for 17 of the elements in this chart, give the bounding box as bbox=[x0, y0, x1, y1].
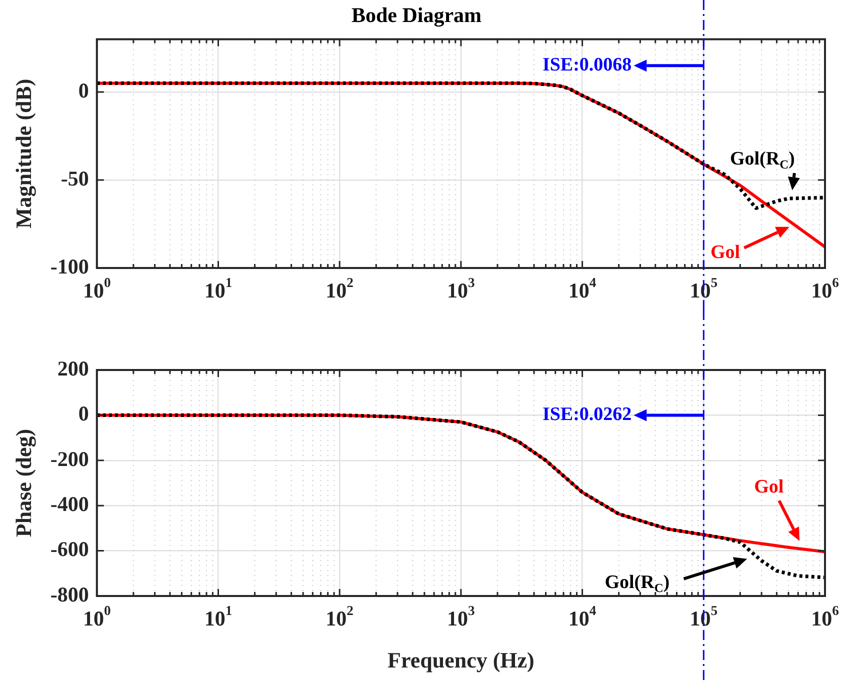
annotation: ISE:0.0068 bbox=[542, 54, 632, 76]
y-tick-label: -50 bbox=[60, 166, 89, 190]
legend-label: Gol bbox=[710, 242, 740, 263]
y-tick-label: -800 bbox=[50, 582, 89, 606]
y-tick-label: 0 bbox=[78, 78, 89, 102]
y-tick-label: -400 bbox=[50, 492, 89, 516]
y-tick-label: 0 bbox=[78, 402, 89, 426]
x-axis-title: Frequency (Hz) bbox=[388, 648, 534, 673]
y-axis-title: Phase (deg) bbox=[10, 428, 36, 538]
y-tick-label: 200 bbox=[57, 356, 89, 380]
text: Gol bbox=[754, 476, 784, 498]
annotation: ISE:0.0262 bbox=[542, 404, 632, 426]
y-tick-label: -200 bbox=[50, 446, 89, 471]
y-axis-title: Magnitude (dB) bbox=[10, 78, 36, 228]
y-tick-label: -600 bbox=[50, 537, 89, 562]
y-tick-label: -100 bbox=[50, 254, 89, 278]
chart-title: Bode Diagram bbox=[351, 3, 482, 28]
